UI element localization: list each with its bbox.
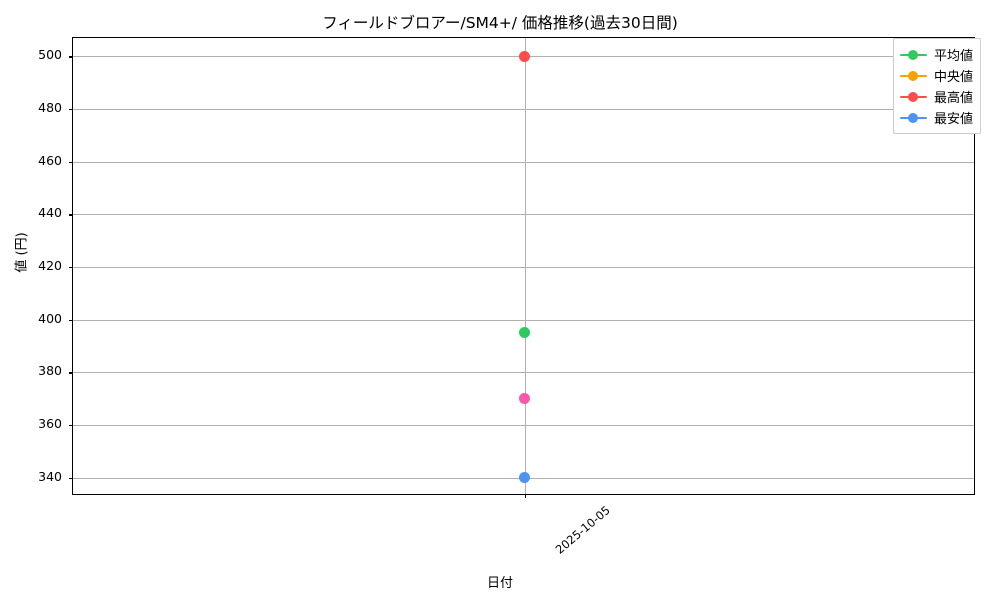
y-axis-tick-mark [69,214,73,216]
data-point-marker [519,327,530,339]
y-axis-tick-mark [69,109,73,111]
legend-item-label: 中央値 [934,70,974,85]
y-axis-tick-label: 480 [38,100,62,116]
data-point-marker [519,50,530,62]
y-axis-tick-mark [69,319,73,321]
legend-item[interactable]: 最安値 [900,107,973,128]
legend-item[interactable]: 最高値 [900,86,973,107]
gridline-horizontal [73,214,974,216]
data-point-marker [519,393,530,405]
y-axis-tick-label: 380 [38,363,62,379]
chart-legend: 平均値中央値最高値最安値 [893,38,982,134]
gridline-horizontal [73,424,974,426]
y-axis-label: 値 (円) [14,232,30,273]
y-axis-tick-mark [69,477,73,479]
y-axis-tick-mark [69,56,73,58]
gridline-horizontal [73,372,974,374]
y-axis-tick-label: 340 [38,468,62,484]
legend-marker-icon [900,70,927,82]
legend-item-label: 平均値 [934,49,974,64]
y-axis-tick-label: 400 [38,310,62,326]
legend-marker-icon [900,49,927,61]
gridline-vertical [524,38,526,494]
gridline-horizontal [73,267,974,268]
y-axis-tick-mark [69,424,73,427]
y-axis-tick-label: 420 [38,258,62,273]
legend-marker-icon [900,91,927,103]
y-axis-tick-label: 460 [38,152,62,168]
legend-item-label: 最高値 [934,91,974,106]
y-axis-tick-label: 500 [38,47,62,63]
y-axis-tick-mark [69,267,73,269]
x-axis-label: 日付 [486,576,513,591]
plot-area [69,37,975,498]
x-axis-tick-mark [524,494,526,498]
y-axis-tick-label: 440 [38,205,62,221]
x-axis-tick-label: 2025-10-05 [552,503,613,557]
gridline-horizontal [73,161,974,163]
y-axis-tick-mark [69,372,73,374]
data-point-marker [519,472,530,484]
page-title: フィールドブロアー/SM4+/ 価格推移(過去30日間) [322,14,678,32]
gridline-horizontal [73,319,974,321]
y-axis-tick-labels: 340 360 380 400 420 440 460 480 500 [0,37,1000,495]
legend-marker-icon [900,112,927,124]
gridline-horizontal [73,109,974,111]
legend-item[interactable]: 平均値 [900,44,973,65]
data-points [73,38,974,494]
legend-item[interactable]: 中央値 [900,65,973,86]
y-axis-tick-label: 360 [38,415,62,431]
y-axis-tick-mark [69,161,73,163]
legend-item-label: 最安値 [934,112,974,127]
